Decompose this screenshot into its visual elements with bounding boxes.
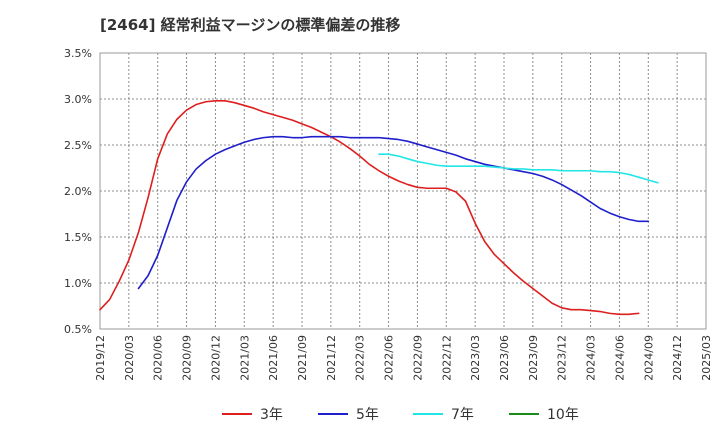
x-tick-label: 2023/09: [527, 335, 540, 381]
series-lines: [99, 100, 659, 316]
series-line-3年: [99, 100, 640, 316]
y-tick-label: 1.5%: [64, 231, 92, 244]
legend-label: 5年: [356, 407, 379, 423]
legend-label: 7年: [451, 407, 474, 423]
legend-label: 3年: [260, 407, 283, 423]
x-tick-label: 2022/06: [383, 335, 396, 381]
x-tick-label: 2021/09: [296, 335, 309, 381]
x-tick-label: 2020/06: [152, 335, 165, 381]
x-tick-label: 2023/12: [556, 335, 569, 381]
x-tick-label: 2023/06: [498, 335, 511, 381]
x-tick-label: 2021/03: [238, 335, 251, 381]
x-tick-label: 2019/12: [94, 335, 107, 381]
y-tick-label: 3.5%: [64, 47, 92, 60]
y-tick-label: 2.0%: [64, 185, 92, 198]
series-line-7年: [378, 153, 659, 184]
y-tick-label: 3.0%: [64, 93, 92, 106]
y-tick-label: 0.5%: [64, 323, 92, 336]
x-tick-label: 2020/09: [181, 335, 194, 381]
x-tick-label: 2022/03: [354, 335, 367, 381]
plot-area: [99, 52, 707, 330]
y-tick-label: 2.5%: [64, 139, 92, 152]
legend: 3年 5年 7年 10年: [222, 407, 579, 423]
series-line-5年: [137, 135, 650, 290]
x-tick-label: 2023/03: [469, 335, 482, 381]
chart-title: [2464] 経常利益マージンの標準偏差の推移: [100, 16, 401, 34]
y-axis-ticks: 0.5% 1.0% 1.5% 2.0% 2.5% 3.0% 3.5%: [64, 47, 92, 336]
legend-label: 10年: [547, 407, 579, 423]
x-tick-label: 2025/03: [700, 335, 713, 381]
x-tick-label: 2021/06: [267, 335, 280, 381]
x-tick-label: 2024/03: [585, 335, 598, 381]
gridlines: [100, 53, 706, 329]
x-tick-label: 2020/03: [123, 335, 136, 381]
x-tick-label: 2022/12: [440, 335, 453, 381]
x-tick-label: 2022/09: [411, 335, 424, 381]
x-axis-ticks: 2019/12 2020/03 2020/06 2020/09 2020/12 2021/…: [94, 335, 713, 381]
x-tick-label: 2021/12: [325, 335, 338, 381]
x-tick-label: 2024/09: [642, 335, 655, 381]
x-tick-label: 2024/06: [613, 335, 626, 381]
y-tick-label: 1.0%: [64, 277, 92, 290]
x-tick-label: 2024/12: [671, 335, 684, 381]
x-tick-label: 2020/12: [209, 335, 222, 381]
